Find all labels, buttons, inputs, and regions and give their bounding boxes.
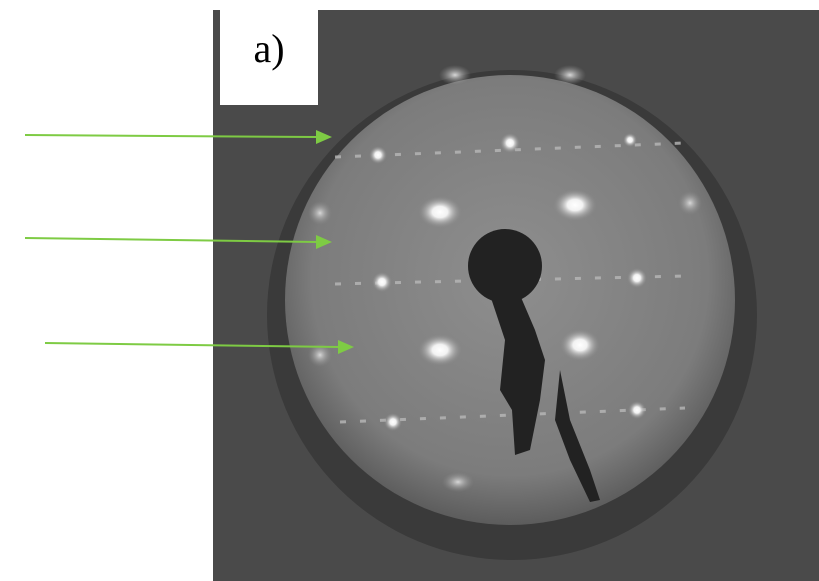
figure: a) (0, 0, 819, 581)
panel-label: a) (220, 10, 318, 105)
leed-image (0, 0, 819, 581)
